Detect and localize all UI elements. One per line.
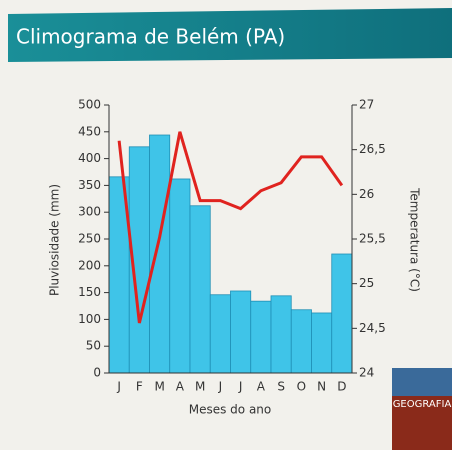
bar xyxy=(250,300,272,374)
y2-axis-label: Temperatura (°C) xyxy=(408,187,422,292)
y2-tick-label: 25 xyxy=(359,276,374,290)
x-tick-label: F xyxy=(136,380,143,394)
bar xyxy=(230,290,252,374)
y-tick-label: 0 xyxy=(93,366,101,380)
y2-tick-label: 26 xyxy=(359,187,374,201)
x-tick-label: A xyxy=(257,380,266,394)
x-tick-label: S xyxy=(277,380,285,394)
y-tick-label: 450 xyxy=(78,124,101,138)
y2-tick-label: 24,5 xyxy=(359,321,386,335)
book-cover-title: GEOGRAFIA xyxy=(393,399,452,410)
y-axis-label: Pluviosidade (mm) xyxy=(48,184,62,296)
bar xyxy=(169,178,191,374)
x-tick-label: O xyxy=(297,380,306,394)
bar xyxy=(209,294,231,374)
y-tick-label: 50 xyxy=(86,339,101,353)
chart-title: Climograma de Belém (PA) xyxy=(16,25,285,49)
bar xyxy=(189,205,211,374)
x-tick-label: J xyxy=(238,380,243,394)
temperature-line xyxy=(117,131,344,324)
y-tick-label: 100 xyxy=(78,312,101,326)
y-tick-label: 200 xyxy=(78,258,101,272)
bar xyxy=(311,312,333,374)
y-tick-label: 500 xyxy=(78,98,101,112)
x-tick-label: J xyxy=(218,380,223,394)
y-tick-label: 150 xyxy=(78,285,101,299)
x-tick-label: M xyxy=(154,380,164,394)
y2-tick-label: 24 xyxy=(359,366,374,380)
x-axis-label: Meses do ano xyxy=(189,403,272,417)
y2-tick-label: 26,5 xyxy=(359,142,386,156)
bar xyxy=(290,309,312,374)
header-band xyxy=(8,8,452,62)
x-tick-label: N xyxy=(317,380,326,394)
book-cover-sky xyxy=(392,368,452,396)
y-tick-label: 350 xyxy=(78,178,101,192)
y-tick-label: 400 xyxy=(78,151,101,165)
x-tick-label: A xyxy=(176,380,185,394)
x-tick-label: M xyxy=(195,380,205,394)
bar xyxy=(149,134,171,374)
bar xyxy=(270,295,292,374)
bar xyxy=(331,253,353,374)
x-tick-label: D xyxy=(337,380,346,394)
x-tick-label: J xyxy=(116,380,121,394)
y-tick-label: 300 xyxy=(78,205,101,219)
y-tick-label: 250 xyxy=(78,232,101,246)
y2-tick-label: 25,5 xyxy=(359,232,386,246)
y2-tick-label: 27 xyxy=(359,98,374,112)
